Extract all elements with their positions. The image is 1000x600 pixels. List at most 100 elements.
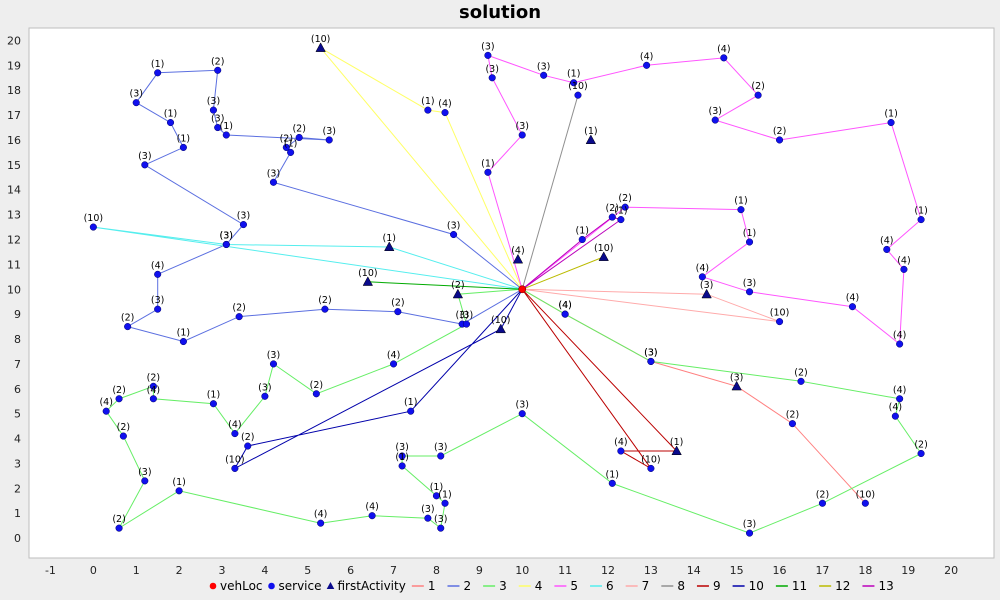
service-marker xyxy=(720,54,728,62)
service-marker xyxy=(896,340,904,348)
stop-label: (2) xyxy=(786,410,799,421)
stop-label: (3) xyxy=(151,295,164,306)
x-tick-label: 1 xyxy=(133,564,140,577)
stop-label: (4) xyxy=(897,255,910,266)
route-line-10 xyxy=(233,288,523,470)
y-tick-label: 18 xyxy=(7,84,21,97)
stop-label: (1) xyxy=(567,69,580,80)
service-marker xyxy=(141,477,149,485)
first-activity-marker xyxy=(671,445,682,456)
stop-label: (1) xyxy=(606,469,619,480)
stop-label: (1) xyxy=(576,226,589,237)
service-marker xyxy=(578,235,586,244)
stop-label: (1) xyxy=(395,452,408,463)
service-marker xyxy=(797,377,805,385)
first-activity-marker xyxy=(315,42,326,52)
legend-label-route-11: 11 xyxy=(792,579,807,593)
x-tick-label: 18 xyxy=(858,564,872,577)
stop-label: (3) xyxy=(743,278,756,289)
service-marker xyxy=(647,357,655,365)
service-marker xyxy=(484,51,492,59)
service-marker xyxy=(295,133,303,142)
service-marker xyxy=(154,305,162,313)
legend-label-route-8: 8 xyxy=(677,579,685,593)
stop-label: (3) xyxy=(129,89,142,100)
plot-area xyxy=(28,27,995,559)
stop-label: (3) xyxy=(421,504,434,515)
service-marker xyxy=(745,288,754,296)
service-marker xyxy=(900,265,908,273)
service-marker xyxy=(214,66,222,74)
y-tick-label: 13 xyxy=(7,209,21,222)
service-marker xyxy=(269,360,278,368)
service-marker xyxy=(149,382,157,390)
stop-label: (3) xyxy=(322,126,335,137)
stop-label: (1) xyxy=(177,133,190,144)
x-tick-label: 10 xyxy=(515,564,529,577)
y-tick-label: 16 xyxy=(7,134,21,147)
y-tick-label: 5 xyxy=(14,408,21,421)
stop-label: (4) xyxy=(558,300,571,311)
service-marker xyxy=(222,131,230,139)
stop-label: (1) xyxy=(438,489,451,500)
stop-label: (3) xyxy=(515,400,528,411)
service-marker xyxy=(398,462,406,470)
service-marker xyxy=(312,390,320,398)
x-tick-label: 6 xyxy=(347,564,354,577)
vehicle-location-marker xyxy=(518,285,527,294)
stop-label: (2) xyxy=(794,367,807,378)
service-marker xyxy=(115,524,123,532)
stop-markers xyxy=(89,42,925,537)
y-tick-label: 19 xyxy=(7,59,21,72)
route-line-7 xyxy=(522,288,780,323)
service-marker xyxy=(239,221,247,229)
legend-label-route-10: 10 xyxy=(749,579,764,593)
service-marker xyxy=(561,310,569,318)
stop-label: (10) xyxy=(594,243,614,254)
stop-label: (10) xyxy=(856,489,876,500)
service-marker xyxy=(149,395,157,403)
stop-label: (3) xyxy=(481,41,494,52)
stop-label: (3) xyxy=(267,168,280,179)
stop-label: (3) xyxy=(743,519,756,530)
stop-label: (4) xyxy=(228,420,241,431)
stop-label: (1) xyxy=(614,206,627,217)
service-marker xyxy=(437,524,445,532)
legend-label-route-5: 5 xyxy=(570,579,578,593)
stop-label: (4) xyxy=(846,293,859,304)
stop-label: (4) xyxy=(147,385,160,396)
y-tick-label: 2 xyxy=(14,482,21,495)
service-marker xyxy=(896,395,904,403)
stop-label: (3) xyxy=(258,382,271,393)
first-activity-marker xyxy=(598,251,609,261)
service-marker xyxy=(209,400,217,408)
x-tick-label: 15 xyxy=(730,564,744,577)
legend-label-route-12: 12 xyxy=(835,579,850,593)
stop-label: (2) xyxy=(914,439,927,450)
legend: vehLoc service firstActivity 1 2 3 4 5 6 7 8 9 10 11 1… xyxy=(209,579,894,593)
legend-label-route-3: 3 xyxy=(499,579,507,593)
service-marker xyxy=(115,395,123,403)
stop-label: (4) xyxy=(387,350,400,361)
service-marker xyxy=(788,420,796,428)
stop-label: (10) xyxy=(84,213,104,224)
x-tick-label: 2 xyxy=(176,564,183,577)
stop-label: (3) xyxy=(138,151,151,162)
stop-label: (10) xyxy=(311,34,331,45)
service-marker xyxy=(540,71,548,79)
stop-label: (2) xyxy=(773,126,786,137)
service-marker xyxy=(317,519,325,527)
stop-label: (2) xyxy=(112,514,125,525)
y-tick-label: 4 xyxy=(14,433,21,446)
y-tick-label: 0 xyxy=(14,532,21,545)
legend-label-firstActivity: firstActivity xyxy=(338,579,406,593)
y-tick-label: 11 xyxy=(7,258,21,271)
stop-label: (4) xyxy=(314,509,327,520)
stop-label: (4) xyxy=(880,235,893,246)
stop-label: (2) xyxy=(232,303,245,314)
service-marker xyxy=(175,487,183,495)
legend-label-route-6: 6 xyxy=(606,579,614,593)
service-marker xyxy=(394,308,402,316)
service-marker xyxy=(141,161,149,169)
